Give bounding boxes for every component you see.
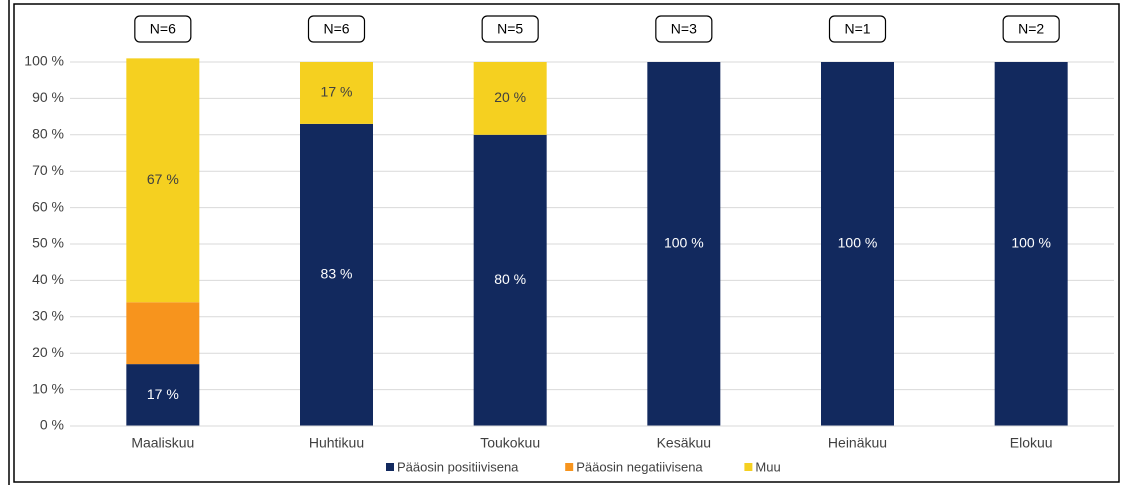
annotation-box xyxy=(655,15,713,43)
data-label: 17 % xyxy=(321,84,353,100)
annotation: N=6 xyxy=(150,21,176,37)
bar-segment xyxy=(300,123,373,426)
annotation-box xyxy=(828,15,887,43)
y-tick-label: 0 % xyxy=(40,417,64,433)
annotation-box xyxy=(481,15,539,43)
data-label: 100 % xyxy=(1011,235,1051,251)
data-label: 20 % xyxy=(494,89,526,105)
bar-segment xyxy=(473,62,547,135)
annotation-box xyxy=(1002,15,1060,43)
bar-segment xyxy=(126,302,200,365)
annotation-box xyxy=(134,15,192,43)
y-tick-label: 70 % xyxy=(32,162,64,178)
y-tick-label: 20 % xyxy=(32,344,64,360)
x-tick-label: Huhtikuu xyxy=(309,435,364,451)
annotation: N=5 xyxy=(497,21,523,37)
chart-frame xyxy=(13,3,1120,483)
y-tick-label: 30 % xyxy=(32,308,64,324)
legend-label: Muu xyxy=(755,459,780,474)
y-tick-label: 100 % xyxy=(24,53,64,69)
y-tick-label: 10 % xyxy=(32,380,64,396)
y-tick-label: 50 % xyxy=(32,235,64,251)
data-label: 83 % xyxy=(321,266,353,282)
bar-segment xyxy=(126,58,200,303)
x-tick-label: Toukokuu xyxy=(480,435,540,451)
x-tick-label: Kesäkuu xyxy=(657,435,711,451)
annotation: N=1 xyxy=(844,21,870,37)
x-tick-label: Heinäkuu xyxy=(828,435,887,451)
y-tick-label: 90 % xyxy=(32,89,64,105)
bar-segment xyxy=(994,62,1068,426)
legend-swatch xyxy=(744,463,753,471)
x-tick-label: Maaliskuu xyxy=(131,435,194,451)
legend-swatch xyxy=(565,463,574,471)
data-label: 17 % xyxy=(147,386,179,402)
annotation: N=6 xyxy=(323,21,349,37)
legend-label: Pääosin positiivisena xyxy=(397,459,519,474)
y-tick-label: 40 % xyxy=(32,271,64,287)
legend-swatch xyxy=(386,463,394,471)
data-label: 100 % xyxy=(838,235,878,251)
legend-label: Pääosin negatiivisena xyxy=(576,459,703,474)
annotation: N=2 xyxy=(1018,21,1044,37)
bar-segment xyxy=(647,62,721,426)
annotation-box xyxy=(307,15,366,43)
data-label: 100 % xyxy=(664,235,704,251)
bar-segment xyxy=(821,62,894,426)
data-label: 80 % xyxy=(494,271,526,287)
bar-segment xyxy=(300,62,373,124)
bar-segment xyxy=(473,134,547,427)
bar-segment xyxy=(126,364,200,426)
x-tick-label: Elokuu xyxy=(1010,435,1053,451)
data-label: 67 % xyxy=(147,171,179,187)
y-tick-label: 80 % xyxy=(32,126,64,142)
y-tick-label: 60 % xyxy=(32,198,64,214)
annotation: N=3 xyxy=(671,21,697,37)
